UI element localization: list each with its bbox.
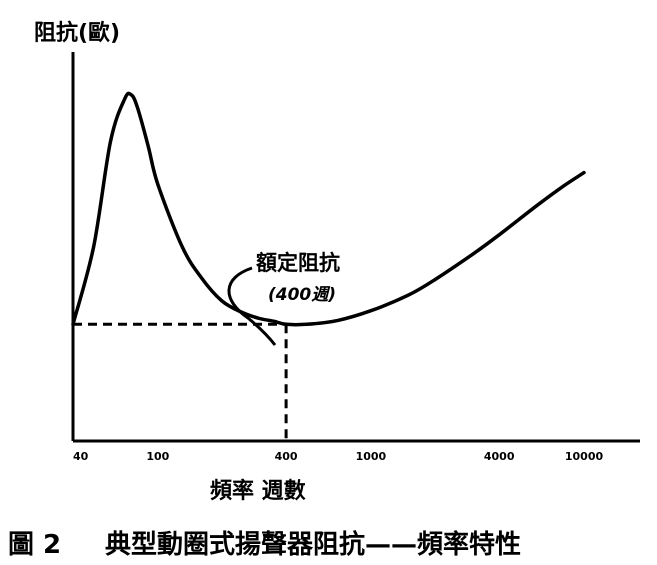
series-line-impedance — [71, 91, 586, 327]
y-axis-title: 阻抗(歐) — [34, 20, 120, 46]
annotation-line-1: 額定阻抗 — [255, 251, 340, 275]
annotation-arrow — [227, 266, 277, 346]
annotation-line-2: (400週) — [268, 285, 336, 305]
x-tick-labels: 40 100 400 1000 4000 10000 — [73, 450, 603, 463]
x-tick-label-1000: 1000 — [356, 450, 387, 463]
x-tick-label-4000: 4000 — [484, 450, 515, 463]
figure-caption: 典型動圈式揚聲器阻抗——頻率特性 — [105, 529, 521, 560]
x-tick-label-100: 100 — [146, 450, 169, 463]
x-axis-title: 頻率 週數 — [210, 478, 306, 504]
reference-lines — [73, 322, 288, 441]
x-tick-label-10000: 10000 — [565, 450, 604, 463]
figure-label: 圖 2 — [8, 530, 61, 560]
x-tick-label-40: 40 — [73, 450, 89, 463]
x-tick-label-400: 400 — [275, 450, 298, 463]
series-layer — [71, 91, 586, 327]
axes — [71, 52, 640, 443]
rated-impedance-annotation: 額定阻抗 (400週) — [227, 251, 340, 346]
